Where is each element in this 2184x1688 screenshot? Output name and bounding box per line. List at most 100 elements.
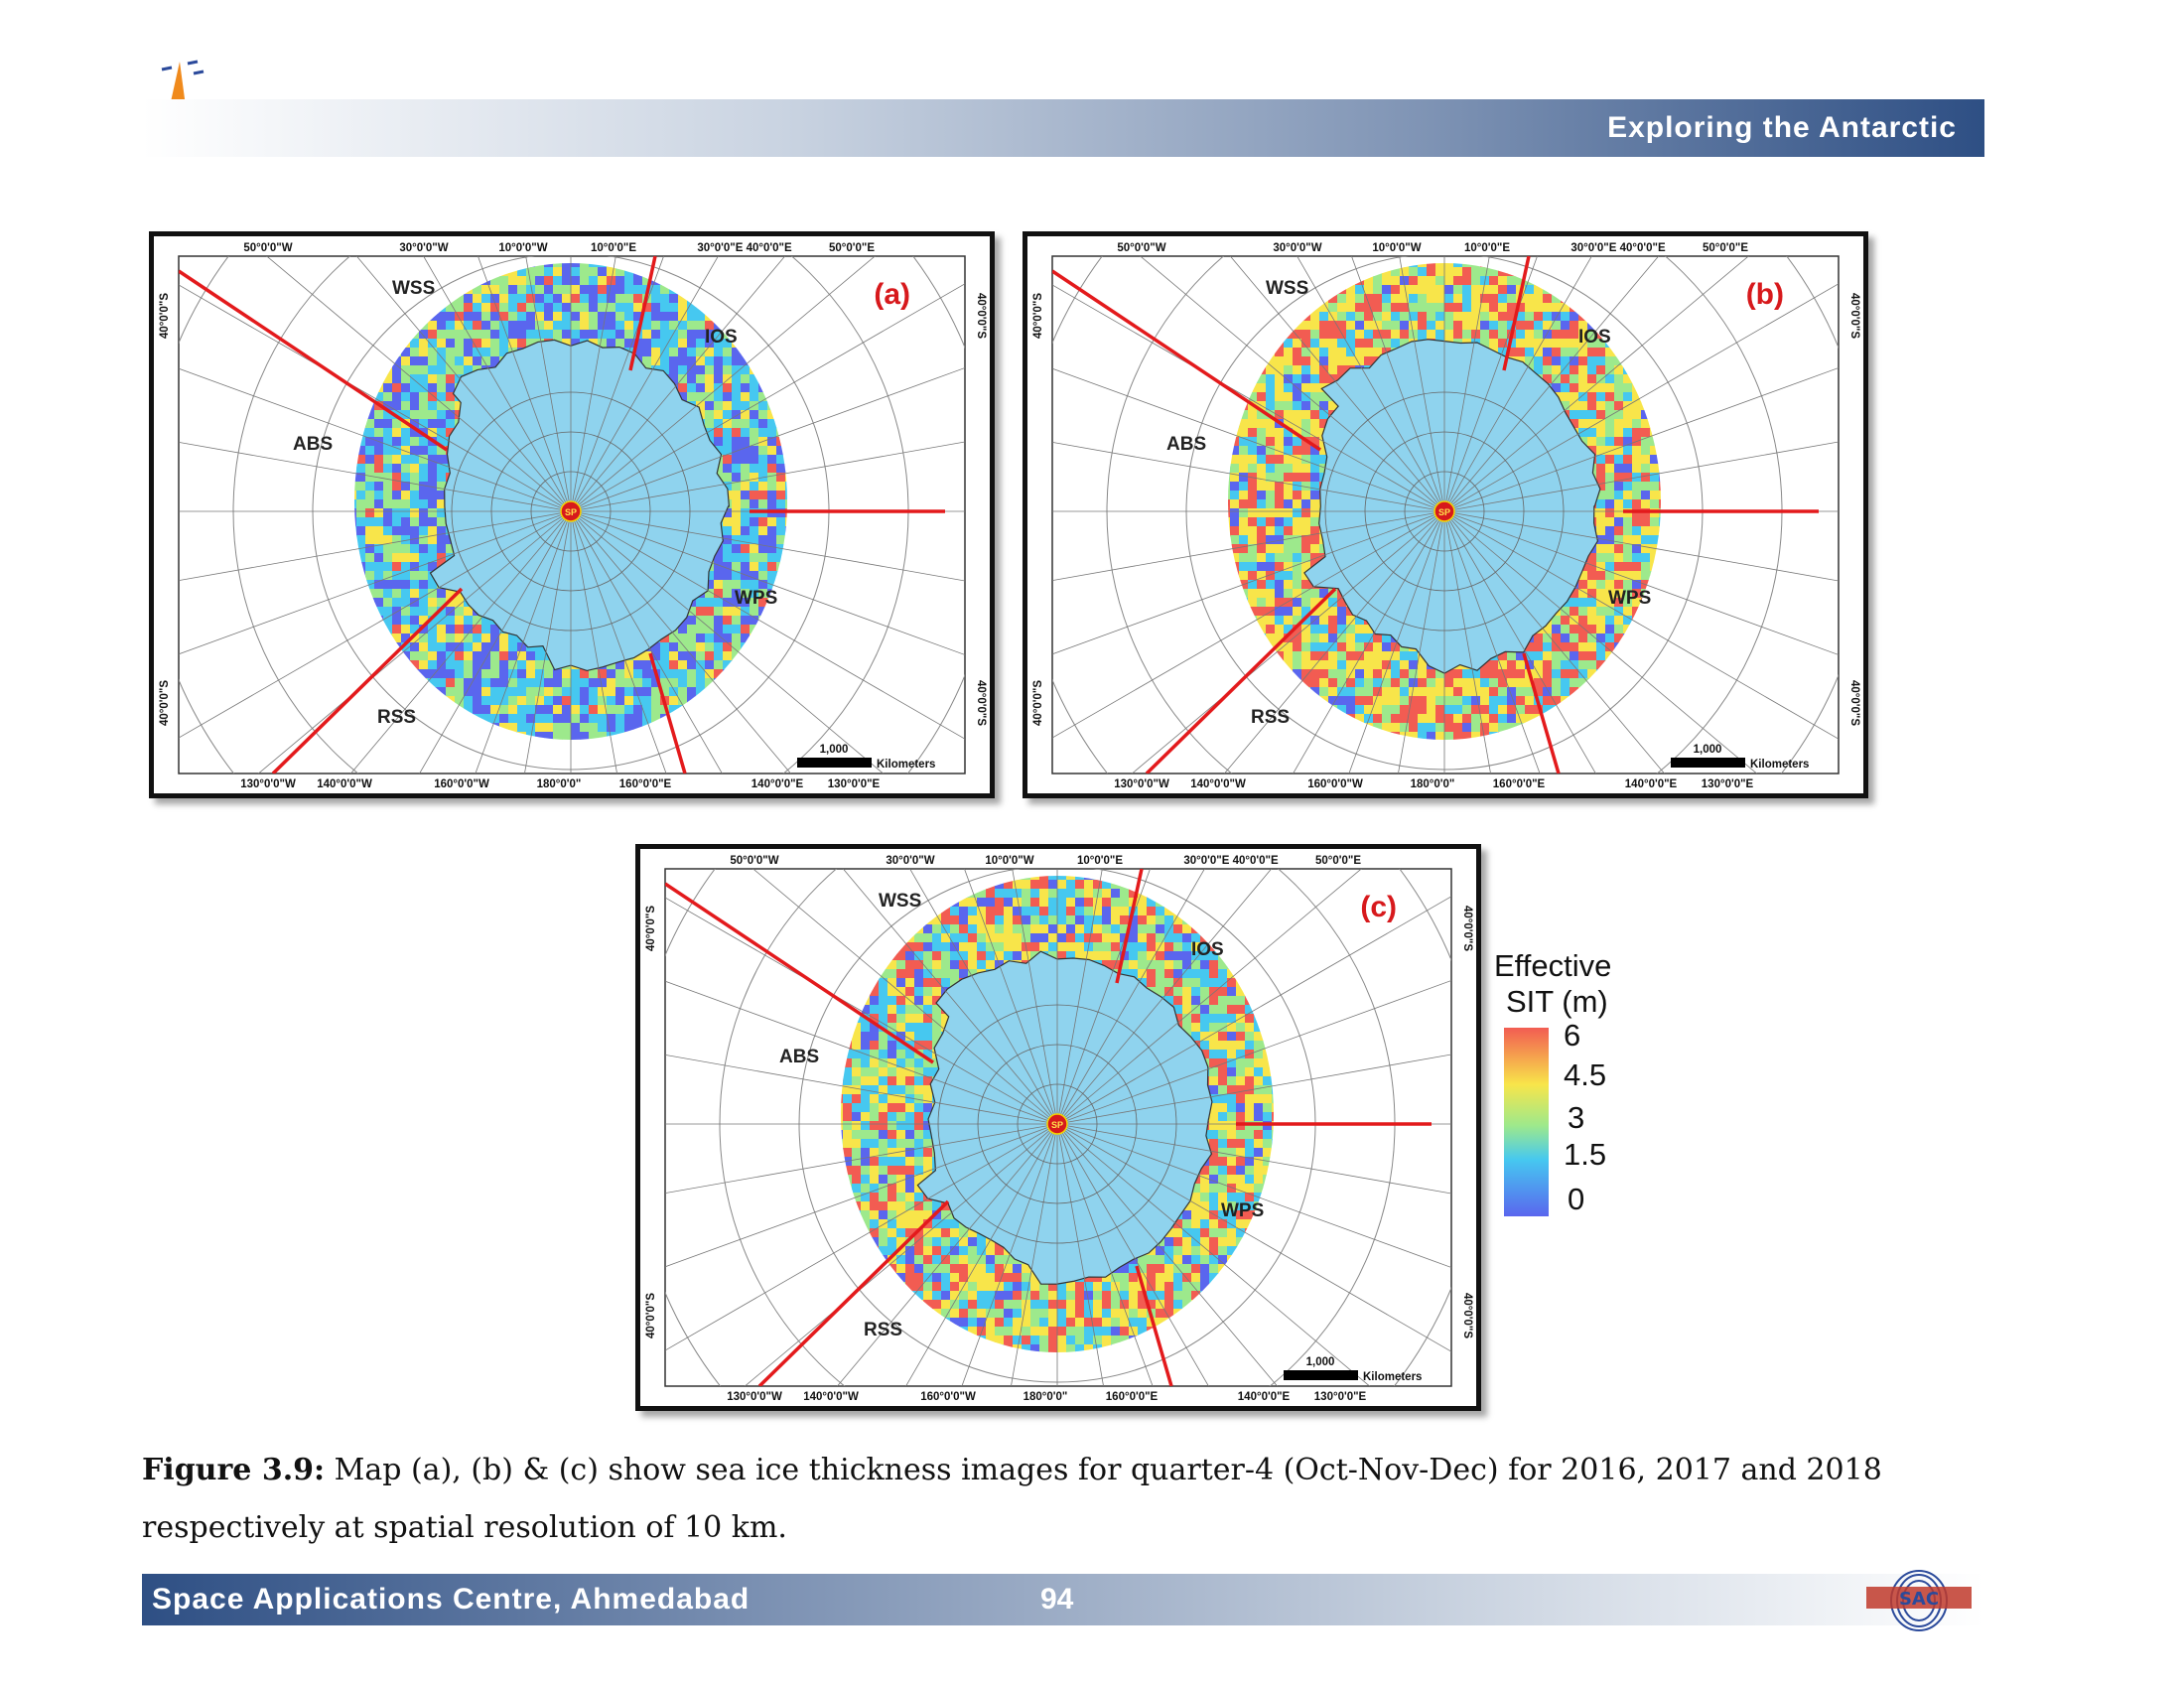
ice-cell	[490, 633, 500, 643]
meridian-line	[570, 510, 965, 655]
ice-cell	[1587, 339, 1597, 349]
ice-cell	[1605, 348, 1615, 357]
ice-cell	[678, 642, 688, 652]
ice-cell	[1543, 330, 1553, 340]
ice-cell	[687, 374, 697, 384]
ice-cell	[705, 339, 715, 349]
ice-cell	[535, 321, 545, 331]
ice-cell	[473, 616, 482, 626]
ice-cell	[428, 651, 438, 661]
ice-cell	[767, 499, 777, 509]
ice-cell	[1301, 428, 1311, 438]
ice-cell	[1293, 526, 1302, 536]
ice-cell	[705, 651, 715, 661]
ice-cell	[580, 267, 590, 277]
ice-cell	[1310, 544, 1320, 554]
ice-cell	[365, 499, 375, 509]
ice-cell	[723, 553, 733, 563]
ice-cell	[1275, 607, 1285, 617]
ice-cell	[499, 339, 509, 349]
ice-cell	[455, 401, 465, 411]
ice-cell	[1605, 526, 1615, 536]
ice-cell	[598, 669, 608, 679]
ice-cell	[1623, 544, 1633, 554]
ice-cell	[437, 589, 447, 599]
ice-cell	[687, 383, 697, 393]
ice-cell	[1382, 294, 1392, 304]
ice-cell	[1605, 392, 1615, 402]
ice-cell	[750, 374, 759, 384]
bottom-graticule-label: 130°0'0"E	[828, 778, 881, 790]
ice-cell	[1641, 535, 1651, 545]
ice-cell	[1587, 374, 1597, 384]
ice-cell	[1632, 428, 1642, 438]
ice-cell	[410, 616, 420, 626]
ice-cell	[776, 455, 786, 465]
ice-cell	[1409, 321, 1419, 331]
ice-cell	[651, 356, 661, 366]
ice-cell	[580, 263, 590, 268]
ice-cell	[1543, 633, 1553, 643]
ice-cell	[428, 535, 438, 545]
ice-cell	[1301, 410, 1311, 420]
ice-cell	[1632, 401, 1642, 411]
ice-cell	[767, 482, 777, 492]
ice-cell	[1453, 267, 1463, 277]
ice-cell	[696, 598, 706, 608]
ice-cell	[1257, 455, 1267, 465]
ice-cell	[481, 660, 491, 670]
ice-cell	[607, 339, 616, 349]
ice-cell	[1534, 339, 1544, 349]
ice-cell	[1418, 321, 1428, 331]
ice-cell	[607, 285, 616, 295]
ice-cell	[437, 544, 447, 554]
ice-cell	[1346, 625, 1356, 634]
ice-cell	[1614, 374, 1624, 384]
ice-cell	[1534, 330, 1544, 340]
ice-cell	[714, 383, 724, 393]
ice-cell	[508, 285, 518, 295]
ice-cell	[1301, 589, 1311, 599]
ice-cell	[410, 339, 420, 349]
ice-cell	[1435, 267, 1445, 277]
ice-cell	[383, 598, 393, 608]
ice-cell	[365, 455, 375, 465]
ice-cell	[473, 312, 482, 322]
ice-cell	[401, 571, 411, 581]
ice-cell	[1525, 348, 1535, 357]
ice-cell	[428, 473, 438, 483]
ice-cell	[428, 428, 438, 438]
ice-cell	[1328, 365, 1338, 375]
ice-cell	[642, 330, 652, 340]
ice-cell	[1596, 562, 1606, 572]
ice-cell	[1382, 312, 1392, 322]
ice-cell	[741, 544, 751, 554]
ice-cell	[705, 607, 715, 617]
ice-cell	[1293, 580, 1302, 590]
ice-cell	[1480, 321, 1490, 331]
ice-cell	[1427, 321, 1436, 331]
ice-cell	[1301, 607, 1311, 617]
ice-cell	[1561, 348, 1570, 357]
ice-cell	[1561, 374, 1570, 384]
ice-cell	[419, 598, 429, 608]
ice-cell	[499, 330, 509, 340]
ice-cell	[1364, 633, 1374, 643]
ice-cell	[1266, 365, 1276, 375]
meridian-line	[419, 510, 572, 774]
ice-cell	[687, 321, 697, 331]
ice-cell	[473, 330, 482, 340]
ice-cell	[651, 651, 661, 661]
ice-cell	[1266, 437, 1276, 447]
ice-cell	[1561, 365, 1570, 375]
ice-cell	[1489, 312, 1499, 322]
ice-cell	[1284, 633, 1294, 643]
ice-cell	[1239, 562, 1249, 572]
ice-cell	[1453, 312, 1463, 322]
ice-cell	[1400, 294, 1410, 304]
ice-cell	[1605, 535, 1615, 545]
ice-cell	[1444, 312, 1454, 322]
ice-cell	[633, 276, 643, 286]
ice-cell	[732, 499, 742, 509]
ice-cell	[624, 687, 634, 697]
